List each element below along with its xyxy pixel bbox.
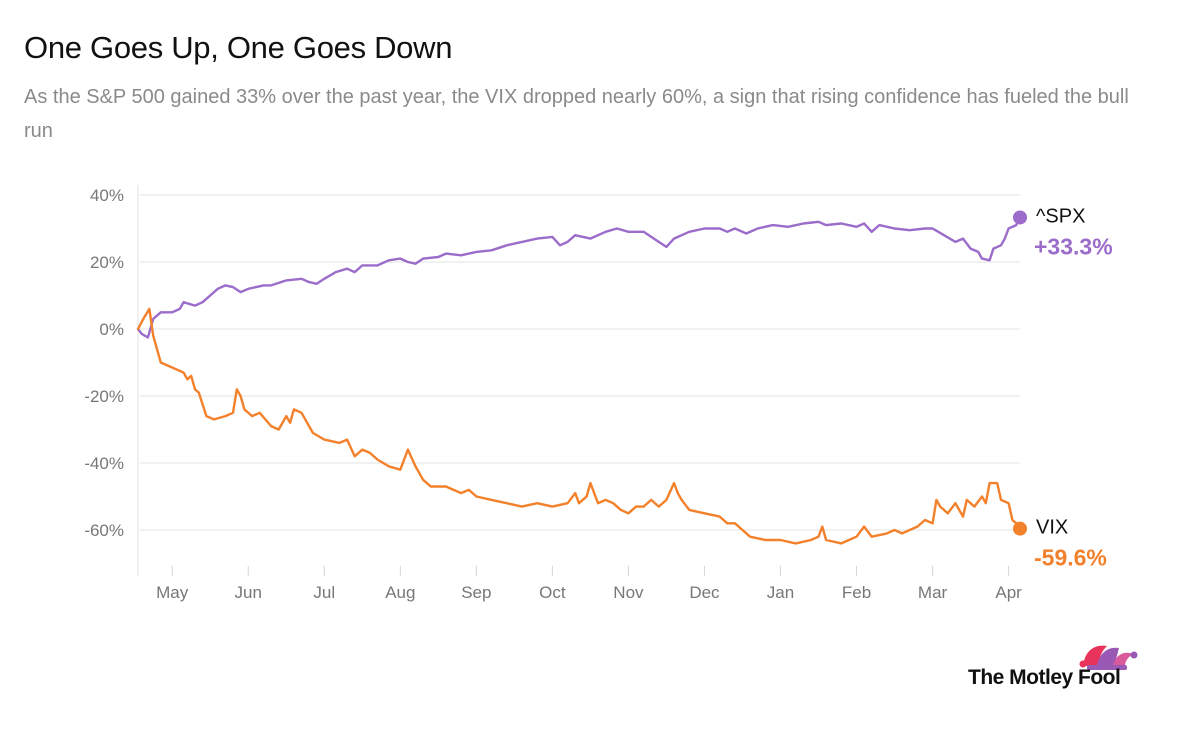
y-tick-label: -40%	[84, 454, 124, 473]
y-tick-label: 20%	[90, 253, 124, 272]
series-endpoint-vix	[1013, 521, 1027, 536]
series-layer	[136, 210, 1027, 545]
x-tick-label: Dec	[689, 583, 720, 602]
chart-title: One Goes Up, One Goes Down	[24, 30, 453, 65]
y-tick-label: -60%	[84, 521, 124, 540]
series-endpoint-spx	[1013, 210, 1027, 225]
x-tick-label: May	[156, 583, 189, 602]
x-tick-label: Oct	[539, 583, 566, 602]
x-tick-label: Apr	[995, 583, 1022, 602]
series-name-vix: VIX	[1036, 517, 1068, 539]
motley-fool-logo: The Motley Fool	[968, 640, 1148, 700]
x-tick-label: Mar	[918, 583, 948, 602]
x-tick-label: Jan	[767, 583, 794, 602]
x-tick-label: Sep	[461, 583, 491, 602]
series-line-spx	[136, 216, 1022, 339]
y-axis: 40% 20% 0% -20% -40% -60%	[84, 186, 124, 540]
series-end-value-vix: -59.6%	[1034, 545, 1107, 571]
y-tick-label: 0%	[99, 320, 124, 339]
series-end-value-spx: +33.3%	[1034, 233, 1113, 259]
chart-subtitle: As the S&P 500 gained 33% over the past …	[24, 86, 1129, 142]
jester-hat-icon	[1079, 645, 1138, 670]
x-tick-label: Jun	[235, 583, 262, 602]
logo-text: The Motley Fool	[968, 666, 1121, 689]
series-name-spx: ^SPX	[1036, 205, 1085, 227]
x-tick-label: Feb	[842, 583, 871, 602]
x-tick-label: Nov	[613, 583, 644, 602]
y-tick-label: 40%	[90, 186, 124, 205]
grid-layer	[140, 194, 1020, 531]
y-tick-label: -20%	[84, 387, 124, 406]
series-labels: ^SPX +33.3% VIX -59.6%	[1034, 205, 1113, 570]
x-tick-label: Jul	[313, 583, 335, 602]
x-tick-label: Aug	[385, 583, 415, 602]
x-axis: May Jun Jul Aug Sep Oct Nov Dec Jan Feb Mar Apr	[156, 566, 1022, 602]
series-line-vix	[136, 307, 1022, 545]
